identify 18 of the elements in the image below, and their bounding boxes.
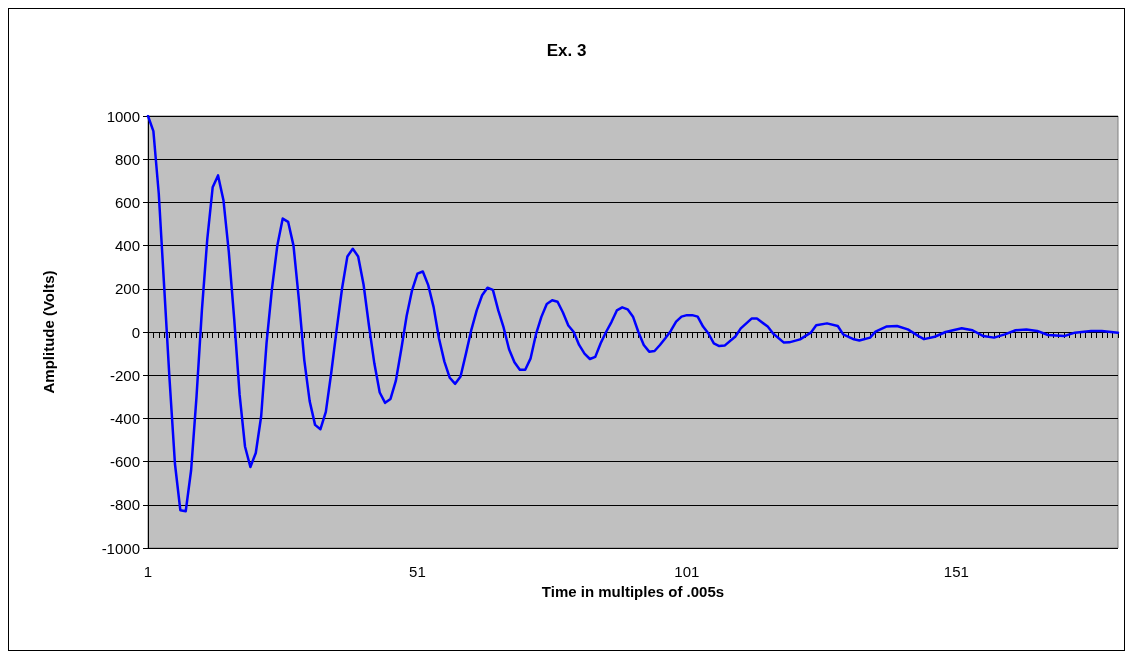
x-tick-label: 101 (674, 563, 700, 580)
y-tick-label: 0 (131, 323, 140, 341)
y-tick-label: -200 (109, 366, 140, 384)
y-tick-label: -600 (109, 453, 140, 471)
y-tick-label: -1000 (101, 539, 140, 557)
x-tick-label: 151 (943, 563, 969, 580)
chart-title: Ex. 3 (546, 41, 587, 60)
y-tick-label: 600 (114, 193, 140, 211)
x-axis-title: Time in multiples of .005s (541, 583, 725, 600)
y-tick-label: 200 (114, 280, 140, 298)
y-tick-label: 800 (114, 150, 140, 168)
y-tick-label: 400 (114, 237, 140, 255)
y-tick-label: -400 (109, 409, 140, 427)
y-axis-title: Amplitude (Volts) (40, 270, 57, 394)
y-tick-label: -800 (109, 496, 140, 514)
y-tick-label: 1000 (106, 107, 140, 125)
x-tick-label: 1 (143, 563, 153, 580)
x-tick-label: 51 (409, 563, 426, 580)
